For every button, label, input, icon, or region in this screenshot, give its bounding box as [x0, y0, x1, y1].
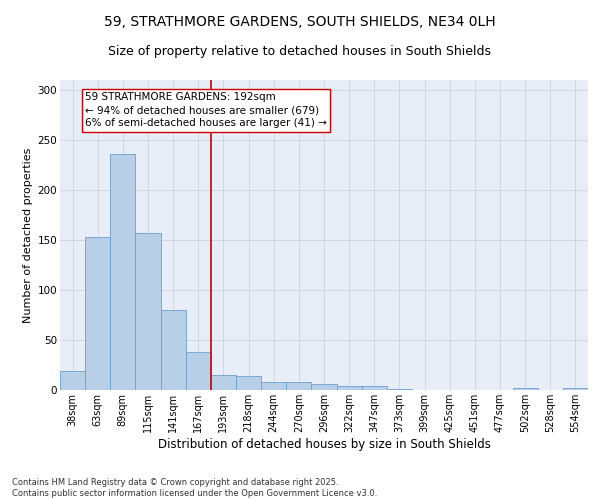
Bar: [110, 154, 136, 390]
X-axis label: Distribution of detached houses by size in South Shields: Distribution of detached houses by size …: [158, 438, 490, 450]
Bar: [362, 386, 387, 390]
Y-axis label: Number of detached properties: Number of detached properties: [23, 148, 34, 322]
Bar: [211, 375, 236, 390]
Bar: [136, 233, 161, 390]
Text: Contains HM Land Registry data © Crown copyright and database right 2025.
Contai: Contains HM Land Registry data © Crown c…: [12, 478, 377, 498]
Text: Size of property relative to detached houses in South Shields: Size of property relative to detached ho…: [109, 45, 491, 58]
Bar: [186, 352, 211, 390]
Bar: [161, 310, 186, 390]
Bar: [563, 388, 588, 390]
Bar: [286, 382, 311, 390]
Bar: [261, 382, 286, 390]
Text: 59 STRATHMORE GARDENS: 192sqm
← 94% of detached houses are smaller (679)
6% of s: 59 STRATHMORE GARDENS: 192sqm ← 94% of d…: [85, 92, 327, 128]
Bar: [337, 386, 362, 390]
Bar: [311, 384, 337, 390]
Bar: [236, 376, 261, 390]
Text: 59, STRATHMORE GARDENS, SOUTH SHIELDS, NE34 0LH: 59, STRATHMORE GARDENS, SOUTH SHIELDS, N…: [104, 15, 496, 29]
Bar: [387, 389, 412, 390]
Bar: [85, 237, 110, 390]
Bar: [60, 371, 85, 390]
Bar: [512, 388, 538, 390]
